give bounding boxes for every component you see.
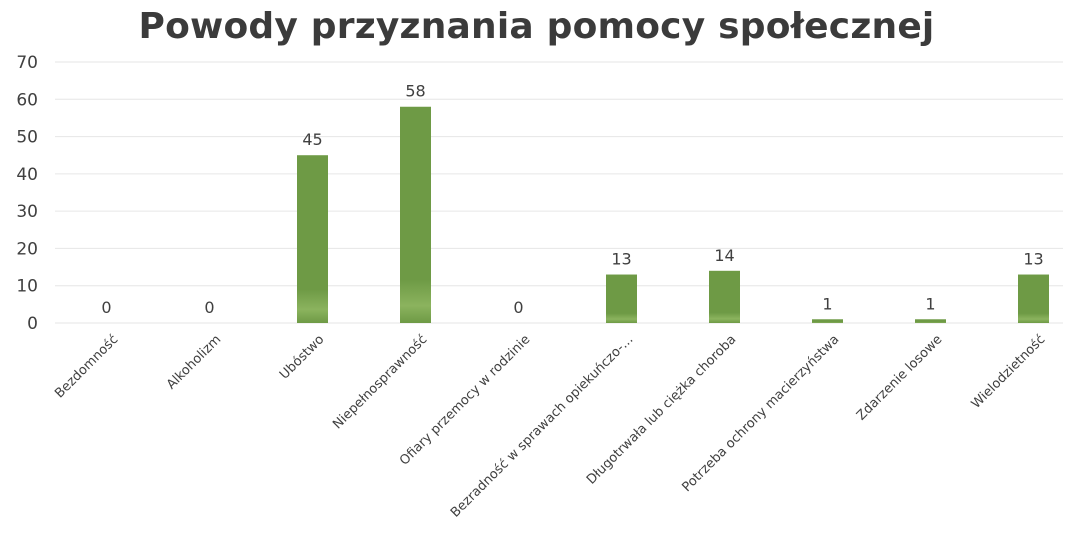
y-tick-label: 50: [16, 128, 38, 148]
category-label: Zdarzenie losowe: [854, 332, 945, 423]
bar: [606, 274, 637, 323]
category-label: Niepełnosprawność: [330, 332, 430, 432]
data-label: 1: [822, 294, 832, 313]
category-label: Wielodzietność: [969, 332, 1049, 412]
data-label: 0: [513, 298, 523, 317]
data-label: 13: [611, 250, 631, 269]
bars: [297, 106, 1049, 323]
y-tick-label: 30: [16, 202, 38, 222]
category-label: Bezdomność: [52, 332, 121, 401]
category-labels: Bezdomność Alkoholizm Ubóstwo Niepełnospraw…: [52, 332, 1048, 520]
y-tick-label: 70: [16, 53, 38, 73]
data-label: 0: [101, 298, 111, 317]
grid-lines: [55, 61, 1063, 324]
y-tick-label: 20: [16, 239, 38, 259]
category-label: Bezradność w sprawach opiekuńczo-...: [448, 332, 636, 520]
bar: [812, 319, 843, 323]
bar: [1018, 274, 1049, 323]
data-label: 1: [925, 294, 935, 313]
data-label: 45: [302, 130, 322, 149]
data-label: 14: [714, 246, 734, 265]
bar: [400, 106, 431, 323]
category-label: Alkoholizm: [164, 332, 224, 392]
data-label: 0: [204, 298, 214, 317]
data-label: 58: [405, 82, 425, 101]
y-tick-label: 60: [16, 90, 38, 110]
y-tick-label: 10: [16, 277, 38, 297]
data-label: 13: [1023, 250, 1043, 269]
bar: [709, 270, 740, 323]
y-tick-label: 40: [16, 165, 38, 185]
y-axis-ticks: 0 10 20 30 40 50 60 70: [16, 53, 38, 334]
data-labels: 0 0 45 58 0 13 14 1 1 13: [101, 82, 1043, 317]
y-tick-label: 0: [27, 314, 38, 334]
category-label: Ubóstwo: [277, 332, 327, 382]
bar: [297, 155, 328, 323]
bar: [915, 319, 946, 323]
chart-title: Powody przyznania pomocy społecznej: [138, 6, 935, 47]
